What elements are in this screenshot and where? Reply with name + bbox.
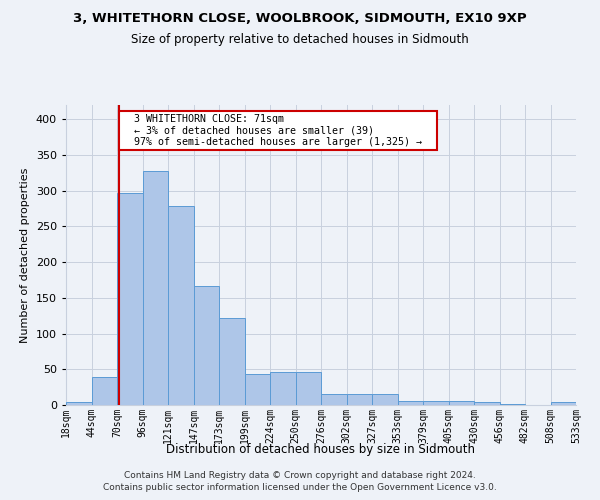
Text: Contains public sector information licensed under the Open Government Licence v3: Contains public sector information licen… bbox=[103, 484, 497, 492]
Bar bbox=[423, 400, 449, 405]
Text: Distribution of detached houses by size in Sidmouth: Distribution of detached houses by size … bbox=[167, 442, 476, 456]
Bar bbox=[219, 318, 245, 405]
Bar bbox=[449, 402, 474, 405]
Text: Contains HM Land Registry data © Crown copyright and database right 2024.: Contains HM Land Registry data © Crown c… bbox=[124, 471, 476, 480]
Y-axis label: Number of detached properties: Number of detached properties bbox=[20, 168, 30, 342]
Bar bbox=[398, 402, 423, 405]
Bar bbox=[117, 193, 143, 405]
Bar bbox=[296, 372, 321, 405]
Bar bbox=[499, 404, 525, 405]
Bar bbox=[91, 377, 117, 405]
Bar bbox=[321, 394, 347, 405]
Text: 3 WHITETHORN CLOSE: 71sqm  
  ← 3% of detached houses are smaller (39)  
  97% o: 3 WHITETHORN CLOSE: 71sqm ← 3% of detach… bbox=[122, 114, 434, 147]
Bar bbox=[193, 286, 219, 405]
Bar bbox=[551, 402, 576, 405]
Bar bbox=[245, 374, 270, 405]
Bar bbox=[270, 372, 296, 405]
Text: 3, WHITETHORN CLOSE, WOOLBROOK, SIDMOUTH, EX10 9XP: 3, WHITETHORN CLOSE, WOOLBROOK, SIDMOUTH… bbox=[73, 12, 527, 26]
Bar bbox=[372, 394, 398, 405]
Bar bbox=[66, 402, 91, 405]
Bar bbox=[474, 402, 499, 405]
Bar bbox=[347, 394, 372, 405]
Bar bbox=[143, 170, 168, 405]
Bar bbox=[168, 206, 193, 405]
Text: Size of property relative to detached houses in Sidmouth: Size of property relative to detached ho… bbox=[131, 32, 469, 46]
